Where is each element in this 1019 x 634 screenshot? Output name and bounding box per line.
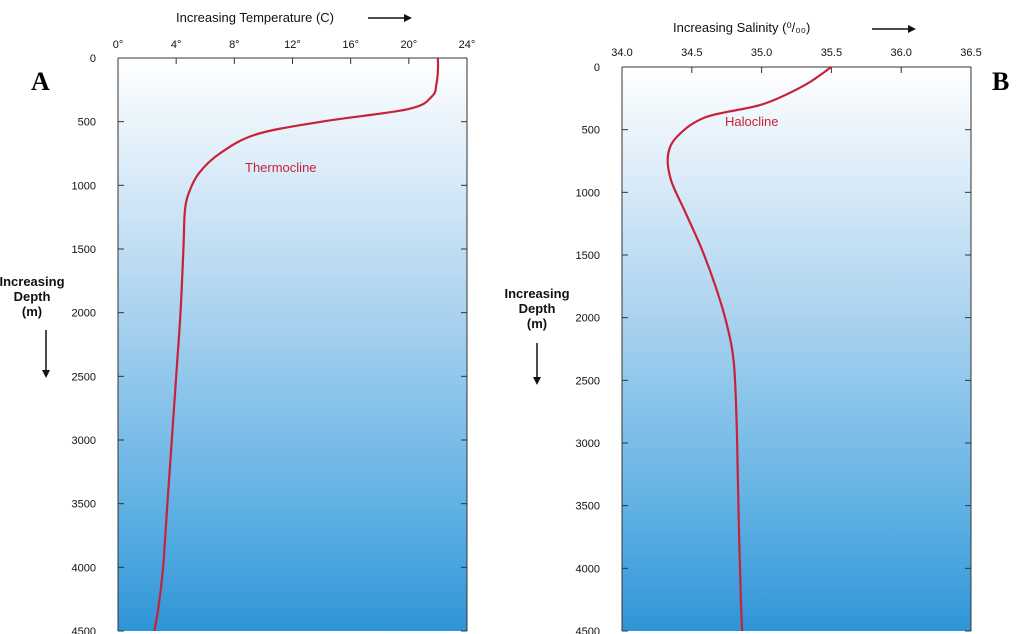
temperature-x-tick-label: 8°: [229, 39, 240, 51]
temperature-y-tick-label: 1000: [72, 180, 96, 192]
temperature-x-tick-label: 20°: [401, 39, 418, 51]
temperature-y-ticks: 0 500 1000 1500 2000 2500 3000 3500 4000 4500: [72, 53, 467, 634]
thermocline-annotation: Thermocline: [245, 160, 317, 175]
salinity-y-tick-label: 1000: [576, 187, 600, 199]
temperature-y-tick-label: 1500: [72, 244, 96, 256]
salinity-y-tick-label: 3000: [576, 438, 600, 450]
salinity-x-tick-label: 36.0: [890, 47, 911, 59]
temperature-x-tick-label: 24°: [459, 39, 476, 51]
salinity-y-tick-label: 4000: [576, 563, 600, 575]
temperature-y-tick-label: 4500: [72, 626, 96, 634]
temperature-axis-arrow: [368, 14, 412, 22]
salinity-profile-line: [666, 66, 833, 632]
panel-label-a: A: [31, 67, 50, 96]
temperature-y-tick-label: 2000: [72, 308, 96, 320]
temperature-x-tick-label: 4°: [171, 39, 182, 51]
temperature-y-tick-label: 500: [78, 117, 96, 129]
salinity-y-tick-label: 3500: [576, 501, 600, 513]
salinity-x-tick-label: 35.0: [751, 47, 772, 59]
svg-text:(m): (m): [22, 304, 42, 319]
salinity-depth-arrow: [533, 343, 541, 385]
temperature-y-tick-label: 2500: [72, 371, 96, 383]
temperature-y-tick-label: 3500: [72, 499, 96, 511]
temperature-x-tick-label: 0°: [113, 39, 124, 51]
temperature-x-tick-label: 16°: [342, 39, 359, 51]
temperature-chart: 0° 4° 8° 12° 16° 20° 24° 0 500 1000 1500 2000 2500 3…: [0, 10, 475, 634]
temperature-y-tick-label: 3000: [72, 435, 96, 447]
salinity-chart: 34.0 34.5 35.0 35.5 36.0 36.5 0 500 1000 1500 200…: [504, 20, 1009, 634]
svg-text:Increasing: Increasing: [0, 274, 65, 289]
salinity-depth-label: Increasing Depth (m): [504, 286, 569, 331]
panel-label-b: B: [992, 67, 1009, 96]
temperature-axis-title: Increasing Temperature (C): [176, 10, 334, 25]
temperature-depth-label: Increasing Depth (m): [0, 274, 65, 319]
salinity-axis-title: Increasing Salinity (⁰/₀₀): [673, 20, 810, 35]
temperature-depth-arrow: [42, 330, 50, 378]
temperature-y-tick-label: 0: [90, 53, 96, 65]
svg-text:Increasing: Increasing: [504, 286, 569, 301]
salinity-y-tick-label: 0: [594, 62, 600, 74]
salinity-y-tick-label: 500: [582, 125, 600, 137]
salinity-y-tick-label: 4500: [576, 626, 600, 634]
svg-text:(m): (m): [527, 316, 547, 331]
salinity-y-ticks: 0 500 1000 1500 2000 2500 3000 3500 4000 4500: [576, 62, 971, 634]
svg-text:Depth: Depth: [519, 301, 556, 316]
salinity-x-tick-label: 36.5: [960, 47, 981, 59]
salinity-y-tick-label: 2000: [576, 313, 600, 325]
salinity-x-tick-label: 34.5: [681, 47, 702, 59]
salinity-x-tick-label: 35.5: [821, 47, 842, 59]
halocline-annotation: Halocline: [725, 114, 778, 129]
temperature-x-tick-label: 12°: [284, 39, 301, 51]
temperature-profile-line: [153, 57, 440, 632]
salinity-x-ticks: 34.0 34.5 35.0 35.5 36.0 36.5: [611, 47, 982, 73]
temperature-plot-area: [118, 58, 467, 631]
salinity-x-tick-label: 34.0: [611, 47, 632, 59]
salinity-plot-area: [622, 67, 971, 631]
salinity-axis-arrow: [872, 25, 916, 33]
salinity-y-tick-label: 1500: [576, 250, 600, 262]
svg-text:Depth: Depth: [14, 289, 51, 304]
salinity-y-tick-label: 2500: [576, 375, 600, 387]
temperature-y-tick-label: 4000: [72, 562, 96, 574]
